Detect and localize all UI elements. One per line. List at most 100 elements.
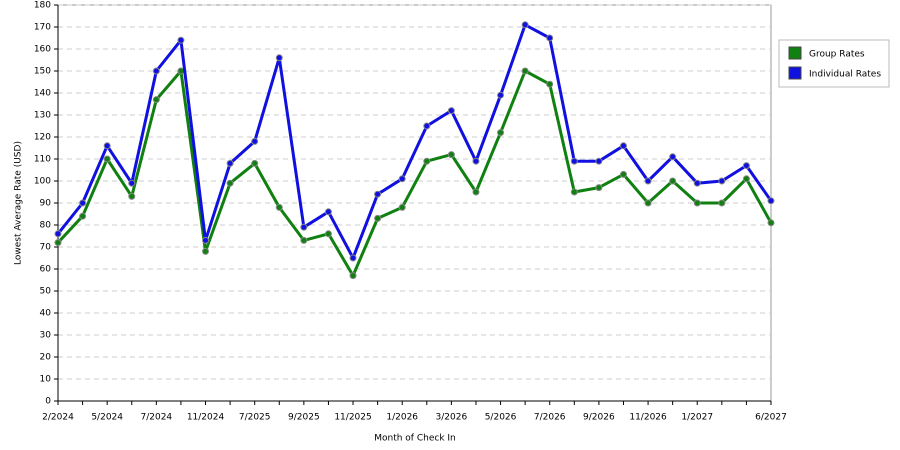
data-point xyxy=(54,230,62,238)
data-point xyxy=(54,239,62,247)
data-point xyxy=(619,170,627,178)
data-point xyxy=(251,137,259,145)
data-point xyxy=(275,203,283,211)
data-point xyxy=(398,203,406,211)
data-point xyxy=(152,96,160,104)
x-tick-label: 9/2025 xyxy=(288,413,320,423)
data-point xyxy=(497,129,505,137)
data-point xyxy=(472,157,480,165)
data-point xyxy=(447,107,455,115)
y-tick-label: 20 xyxy=(40,353,52,363)
data-point xyxy=(595,157,603,165)
data-point xyxy=(644,199,652,207)
y-tick-label: 160 xyxy=(34,45,51,55)
data-point xyxy=(324,230,332,238)
data-point xyxy=(251,159,259,167)
x-tick-label: 7/2025 xyxy=(239,413,271,423)
data-point xyxy=(226,159,234,167)
data-point xyxy=(177,36,185,44)
y-tick-label: 180 xyxy=(34,1,51,11)
data-point xyxy=(718,199,726,207)
data-point xyxy=(349,254,357,262)
data-point xyxy=(521,21,529,29)
data-point xyxy=(423,157,431,165)
data-point xyxy=(669,153,677,161)
y-tick-label: 120 xyxy=(34,133,51,143)
data-point xyxy=(374,190,382,198)
legend-label: Individual Rates xyxy=(809,70,881,80)
data-point xyxy=(619,142,627,150)
y-axis-label: Lowest Average Rate (USD) xyxy=(14,141,24,265)
legend-swatch xyxy=(788,46,802,60)
data-point xyxy=(693,179,701,187)
x-tick-label: 5/2026 xyxy=(485,413,517,423)
y-tick-label: 140 xyxy=(34,89,51,99)
y-tick-label: 150 xyxy=(34,67,51,77)
data-point xyxy=(669,177,677,185)
legend-swatch xyxy=(788,66,802,80)
data-point xyxy=(693,199,701,207)
data-point xyxy=(226,179,234,187)
y-tick-label: 40 xyxy=(40,309,52,319)
data-point xyxy=(742,175,750,183)
data-point xyxy=(275,54,283,62)
x-tick-label: 3/2026 xyxy=(436,413,468,423)
data-point xyxy=(324,208,332,216)
x-tick-label: 1/2027 xyxy=(681,413,713,423)
data-point xyxy=(423,122,431,130)
y-tick-label: 90 xyxy=(40,199,52,209)
data-point xyxy=(152,67,160,75)
data-point xyxy=(546,34,554,42)
series-line xyxy=(56,23,773,260)
x-tick-label: 1/2026 xyxy=(386,413,418,423)
data-point xyxy=(128,192,136,200)
y-tick-label: 110 xyxy=(34,155,51,165)
x-tick-label: 7/2024 xyxy=(141,413,173,423)
x-tick-label: 7/2026 xyxy=(534,413,566,423)
y-tick-label: 0 xyxy=(45,397,51,407)
data-point xyxy=(595,184,603,192)
data-point xyxy=(497,91,505,99)
data-point xyxy=(767,219,775,227)
data-point xyxy=(300,236,308,244)
y-tick-label: 100 xyxy=(34,177,51,187)
data-point xyxy=(546,80,554,88)
x-tick-label: 2/2024 xyxy=(42,413,74,423)
x-tick-label: 11/2024 xyxy=(187,413,225,423)
data-point xyxy=(570,188,578,196)
legend-label: Group Rates xyxy=(809,50,865,60)
y-tick-label: 170 xyxy=(34,23,51,33)
data-point xyxy=(103,142,111,150)
data-point xyxy=(79,212,87,220)
data-point xyxy=(644,177,652,185)
x-tick-label: 11/2025 xyxy=(334,413,371,423)
x-tick-label: 11/2026 xyxy=(629,413,667,423)
data-point xyxy=(742,162,750,170)
x-tick-label: 5/2024 xyxy=(91,413,123,423)
data-point xyxy=(374,214,382,222)
y-tick-label: 50 xyxy=(40,287,52,297)
data-point xyxy=(718,177,726,185)
y-tick-label: 130 xyxy=(34,111,51,121)
data-point xyxy=(767,197,775,205)
y-tick-label: 70 xyxy=(40,243,52,253)
data-point xyxy=(398,175,406,183)
data-point xyxy=(447,151,455,159)
data-point xyxy=(103,155,111,163)
y-tick-label: 10 xyxy=(40,375,52,385)
y-tick-label: 30 xyxy=(40,331,52,341)
series-line xyxy=(56,69,773,278)
data-point xyxy=(570,157,578,165)
data-point xyxy=(79,199,87,207)
x-tick-label: 6/2027 xyxy=(755,413,787,423)
data-point xyxy=(202,236,210,244)
data-point xyxy=(300,223,308,231)
data-point xyxy=(128,179,136,187)
x-tick-label: 9/2026 xyxy=(583,413,615,423)
x-axis-label: Month of Check In xyxy=(374,434,456,444)
data-point xyxy=(472,188,480,196)
data-point xyxy=(202,247,210,255)
y-tick-label: 80 xyxy=(40,221,52,231)
